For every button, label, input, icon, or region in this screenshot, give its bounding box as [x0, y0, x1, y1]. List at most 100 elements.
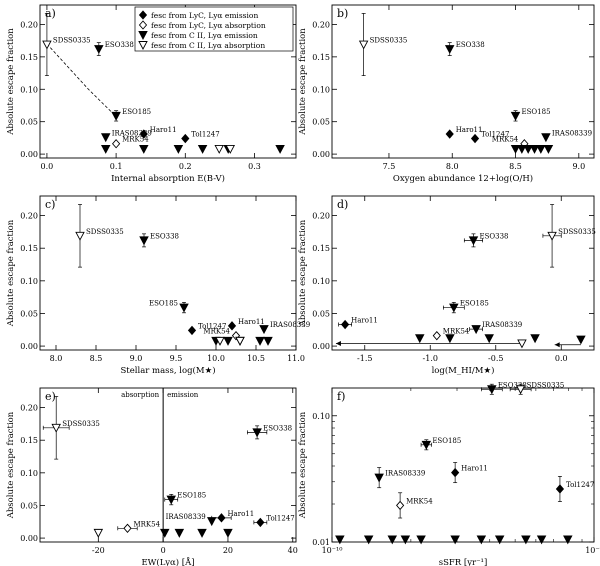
data-point	[529, 144, 540, 154]
data-point: ESO338	[94, 41, 134, 56]
marker-diamond-open	[123, 523, 132, 533]
data-point: Tol1247	[253, 514, 295, 528]
point-label: Haro11	[238, 318, 265, 326]
panel-label: e)	[45, 390, 56, 403]
point-label: Haro11	[351, 317, 378, 325]
marker-tri-filled	[415, 334, 425, 344]
point-label: Tol1247	[566, 481, 594, 489]
data-point: Haro11	[211, 510, 254, 523]
x-tick-label: -1.5	[357, 354, 372, 363]
marker-diamond-filled	[227, 321, 237, 331]
y-tick-label: 0.10	[20, 277, 38, 286]
y-axis-label: Absolute escape fraction	[298, 28, 308, 136]
legend-marker-tri-open	[138, 41, 148, 50]
marker-tri-filled	[400, 535, 411, 545]
data-point	[275, 144, 285, 154]
y-tick-label: 0.20	[20, 212, 38, 221]
x-tick-label: -0.5	[488, 354, 503, 363]
data-point	[450, 535, 460, 545]
data-point: SDSS0335	[358, 13, 408, 77]
marker-tri-filled	[275, 144, 285, 154]
data-point	[93, 528, 104, 538]
legend-box	[134, 6, 294, 52]
x-tick-label: 40	[288, 546, 298, 555]
x-tick-label: 20	[223, 546, 233, 555]
x-tick-label: 0	[161, 546, 166, 555]
data-point	[173, 144, 184, 154]
data-point	[160, 528, 170, 538]
data-point: Tol1247	[187, 322, 226, 336]
point-label: Tol1247	[191, 131, 219, 139]
legend-marker-diamond-filled	[138, 10, 148, 20]
marker-tri-filled	[223, 336, 233, 346]
point-label: ESO338	[498, 381, 527, 389]
point-label: MRK54	[122, 136, 149, 144]
marker-tri-open	[515, 385, 526, 395]
point-label: ESO338	[263, 424, 292, 432]
point-label: ESO185	[522, 108, 551, 116]
marker-diamond-open	[432, 330, 441, 341]
marker-tri-filled	[487, 385, 497, 395]
legend-item-label: fesc from LyC, Lyα emission	[151, 11, 258, 20]
data-point	[517, 339, 527, 349]
marker-diamond-filled	[341, 319, 350, 330]
marker-tri-filled	[259, 325, 269, 335]
marker-tri-filled	[468, 236, 479, 246]
y-tick-label: 0.05	[20, 309, 38, 318]
marker-tri-filled	[494, 535, 505, 545]
data-point	[139, 144, 149, 154]
marker-tri-open	[235, 336, 245, 346]
data-point	[416, 535, 426, 545]
marker-tri-open	[214, 144, 224, 154]
x-tick-label: 10.5	[247, 354, 265, 363]
data-point	[400, 535, 411, 545]
data-point: ESO185	[420, 437, 461, 451]
panel-e: e) 0.00 0.05 0.10 0.15 0.20 -20 0 20 40 EW(Lyα) [Å…	[6, 387, 298, 566]
data-point: ESO185	[510, 108, 551, 122]
data-point: ESO338	[444, 41, 485, 56]
point-label: SDSS0335	[527, 381, 565, 389]
point-label: SDSS0335	[370, 37, 408, 45]
legend-item-label: fesc from LyC, Lyα absorption	[151, 21, 266, 30]
marker-tri-filled	[166, 495, 176, 505]
fit-curve	[46, 43, 117, 117]
point-label: Haro11	[227, 510, 254, 518]
data-point	[225, 144, 236, 154]
x-tick-label: -1.0	[423, 354, 438, 363]
y-axis-label: Absolute escape fraction	[6, 28, 16, 136]
data-point: Haro11	[445, 126, 482, 139]
marker-tri-filled	[449, 303, 459, 313]
x-tick-label: 10⁻⁹	[585, 546, 600, 555]
marker-tri-open	[547, 231, 557, 241]
panel-label: b)	[337, 7, 348, 20]
legend-item-label: fesc from C II, Lyα emission	[151, 31, 258, 40]
data-point	[387, 535, 398, 545]
legend-marker-tri-filled	[138, 31, 148, 40]
point-label: Tol1247	[481, 131, 509, 139]
marker-tri-filled	[536, 144, 546, 154]
y-tick-label: 0.01	[312, 538, 330, 547]
y-tick-label: 0.05	[312, 118, 330, 127]
point-label: SDSS0335	[558, 228, 596, 236]
point-label: MRK54	[203, 328, 230, 336]
data-point: IRAS08339	[469, 321, 522, 335]
panel-d: d) 0.00 0.05 0.10 0.15 0.20 -1.5 -1.0 -0.5 0.0 log…	[298, 195, 596, 376]
limit-arrowhead	[554, 342, 560, 348]
x-axis-label: log(M_HI/M★)	[432, 365, 495, 376]
marker-tri-filled	[387, 535, 398, 545]
data-point: IRAS08339	[166, 513, 217, 527]
absorption-label: absorption	[121, 391, 160, 399]
data-point	[563, 535, 573, 545]
panel-label: c)	[45, 198, 55, 211]
marker-tri-filled	[179, 303, 189, 313]
data-point: Haro11	[338, 317, 378, 330]
point-label: MRK54	[492, 136, 519, 144]
marker-tri-filled	[576, 335, 586, 345]
x-axis-label: sSFR [yr⁻¹]	[439, 558, 488, 566]
marker-tri-filled	[174, 528, 185, 538]
marker-tri-filled	[94, 45, 104, 55]
panel-c: c) 0.00 0.05 0.10 0.15 0.20 8.0 8.5 9.0 9.5 10.0 10…	[6, 195, 310, 376]
plot-frame	[331, 195, 595, 351]
marker-tri-filled	[476, 535, 487, 545]
